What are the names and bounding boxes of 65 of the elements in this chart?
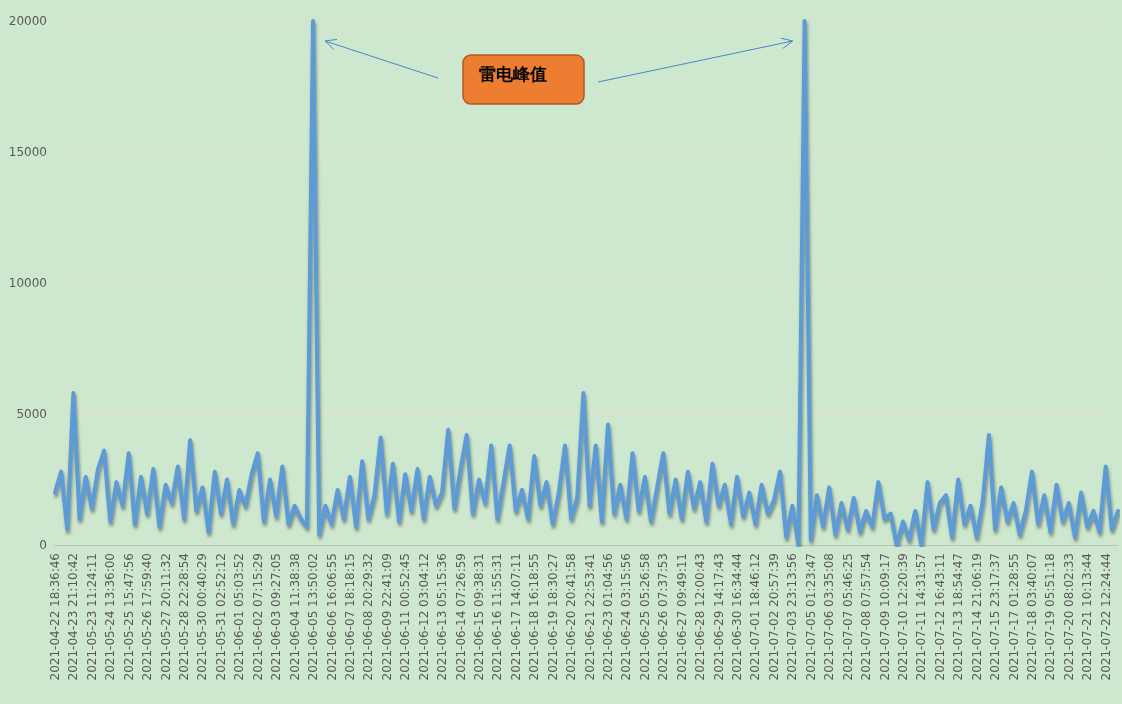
x-tick-label: 2021-07-11 14:31:57 (914, 553, 929, 681)
annotation: 雷电峰值 (479, 63, 547, 84)
x-tick-label: 2021-07-14 21:06:19 (969, 553, 984, 681)
x-tick-label: 2021-07-15 23:17:37 (988, 553, 1003, 681)
x-tick-label: 2021-07-06 03:35:08 (822, 553, 837, 681)
x-tick-label: 2021-06-18 16:18:55 (527, 553, 542, 681)
x-tick-label: 2021-07-18 03:40:07 (1024, 553, 1039, 681)
x-tick-label: 2021-07-12 16:43:11 (932, 553, 947, 681)
x-tick-label: 2021-06-30 16:34:44 (730, 553, 745, 681)
x-tick-label: 2021-06-14 07:26:59 (453, 553, 468, 681)
x-tick-label: 2021-05-27 20:11:32 (158, 553, 173, 681)
x-tick-label: 2021-06-05 13:50:02 (306, 553, 321, 681)
x-tick-label: 2021-06-01 05:03:52 (232, 553, 247, 681)
x-tick-label: 2021-05-31 02:52:12 (213, 553, 228, 681)
x-tick-label: 2021-06-24 03:15:56 (619, 553, 634, 681)
x-tick-label: 2021-06-21 22:53:41 (582, 553, 597, 681)
y-tick-label: 15000 (8, 145, 47, 159)
x-tick-label: 2021-06-23 01:04:56 (601, 553, 616, 681)
x-tick-label: 2021-07-03 23:13:56 (785, 553, 800, 681)
x-tick-label: 2021-06-19 18:30:27 (545, 553, 560, 681)
y-tick-label: 20000 (8, 14, 47, 28)
x-tick-label: 2021-05-24 13:36:00 (103, 553, 118, 681)
x-tick-label: 2021-05-28 22:28:54 (177, 553, 192, 681)
x-tick-label: 2021-06-13 05:15:36 (435, 553, 450, 681)
x-tick-label: 2021-07-19 05:51:18 (1043, 553, 1058, 681)
x-tick-label: 2021-06-27 09:49:11 (674, 553, 689, 681)
x-tick-label: 2021-04-23 21:10:42 (66, 553, 81, 681)
y-tick-label: 5000 (16, 407, 47, 421)
x-tick-label: 2021-07-09 10:09:17 (877, 553, 892, 681)
x-tick-label: 2021-07-07 05:46:25 (840, 553, 855, 681)
x-tick-label: 2021-06-06 16:06:55 (324, 553, 339, 681)
x-tick-label: 2021-06-12 03:04:12 (416, 553, 431, 681)
x-tick-label: 2021-05-30 00:40:29 (195, 553, 210, 681)
x-tick-label: 2021-06-25 05:26:58 (637, 553, 652, 681)
x-tick-label: 2021-05-23 11:24:11 (84, 553, 99, 681)
x-tick-label: 2021-06-08 20:29:32 (361, 553, 376, 681)
x-tick-label: 2021-06-17 14:07:11 (508, 553, 523, 681)
x-tick-label: 2021-07-02 20:57:39 (766, 553, 781, 681)
x-tick-label: 2021-07-10 12:20:39 (895, 553, 910, 681)
y-tick-label: 10000 (8, 276, 47, 290)
x-tick-label: 2021-07-21 10:13:44 (1080, 553, 1095, 681)
x-tick-label: 2021-07-17 01:28:55 (1006, 553, 1021, 681)
line-series (53, 19, 1120, 547)
x-tick-label: 2021-07-08 07:57:54 (859, 553, 874, 681)
y-tick-label: 0 (39, 538, 47, 552)
x-tick-label: 2021-06-15 09:38:31 (471, 553, 486, 681)
x-tick-label: 2021-05-25 15:47:56 (121, 553, 136, 681)
x-tick-label: 2021-06-04 11:38:38 (287, 553, 302, 681)
x-tick-label: 2021-07-20 08:02:33 (1061, 553, 1076, 681)
x-tick-label: 2021-04-22 18:36:46 (48, 553, 62, 681)
x-tick-label: 2021-06-29 14:17:43 (711, 553, 726, 681)
x-tick-label: 2021-07-01 18:46:12 (748, 553, 763, 681)
x-tick-label: 2021-06-20 20:41:58 (564, 553, 579, 681)
x-tick-label: 2021-06-11 00:52:45 (398, 553, 413, 681)
x-tick-label: 2021-06-07 18:18:15 (342, 553, 357, 681)
x-tick-label: 2021-06-16 11:55:31 (490, 553, 505, 681)
x-tick-label: 2021-07-05 01:23:47 (803, 553, 818, 681)
x-tick-label: 2021-06-28 12:00:43 (693, 553, 708, 681)
x-tick-label: 2021-06-09 22:41:09 (379, 553, 394, 681)
x-tick-label: 2021-06-03 09:27:05 (269, 553, 284, 681)
x-tick-label: 2021-07-22 12:24:44 (1098, 553, 1113, 681)
x-tick-label: 2021-07-13 18:54:47 (951, 553, 966, 681)
x-tick-label: 2021-06-02 07:15:29 (250, 553, 265, 681)
x-tick-label: 2021-06-26 07:37:53 (656, 553, 671, 681)
x-tick-label: 2021-05-26 17:59:40 (140, 553, 155, 681)
